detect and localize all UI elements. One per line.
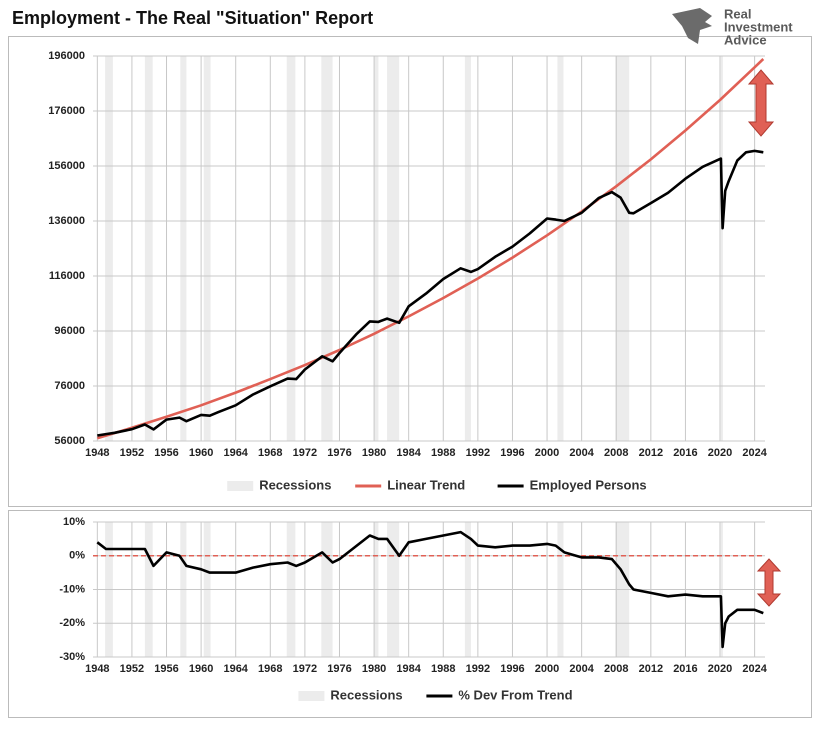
legend-swatch [298,691,325,701]
y-tick-label: -10% [59,583,85,595]
x-tick-label: 1992 [466,663,490,675]
series-line [96,58,765,440]
legend-swatch [227,481,254,491]
legend-label: % Dev From Trend [458,687,572,702]
x-tick-label: 2020 [708,447,732,459]
y-tick-label: 116000 [49,270,85,282]
top-panel-frame [8,36,812,507]
x-tick-label: 2020 [708,663,732,675]
logo-text: Investment [724,19,793,34]
x-tick-label: 2004 [569,447,594,459]
x-tick-label: 2004 [569,663,594,675]
x-tick-label: 1952 [120,663,144,675]
logo-text: Real [724,6,751,21]
x-tick-label: 2012 [639,447,663,459]
y-tick-label: -30% [59,651,85,663]
x-tick-label: 1968 [258,447,282,459]
series-line [96,530,764,649]
legend-label: Linear Trend [387,477,465,492]
x-tick-label: 2024 [742,663,767,675]
x-tick-label: 2000 [535,663,559,675]
x-tick-label: 1992 [466,447,490,459]
x-tick-label: 1980 [362,447,386,459]
x-tick-label: 1984 [396,663,421,675]
gap-arrow [747,69,775,137]
series-line [97,149,764,437]
x-tick-label: 1988 [431,663,455,675]
x-tick-label: 1988 [431,447,455,459]
recession-band [374,56,379,441]
y-tick-label: 156000 [48,160,85,172]
bottom-panel-frame [8,510,812,718]
logo-icon [672,8,712,44]
x-tick-label: 1996 [500,663,524,675]
x-tick-label: 1956 [154,663,178,675]
x-tick-label: 1948 [85,663,109,675]
recession-band [286,56,296,441]
x-tick-label: 2016 [673,447,697,459]
plots: 56000 76000 96000 116000 136000 156000 176000 1… [48,50,767,703]
x-tick-label: 1952 [120,447,144,459]
x-tick-label: 2008 [604,447,628,459]
x-tick-label: 1968 [258,663,282,675]
x-tick-label: 1972 [293,447,317,459]
x-tick-label: 1960 [189,663,213,675]
x-tick-label: 1980 [362,663,386,675]
arrows [747,69,782,607]
recession-band [321,56,333,441]
recession-band [615,56,630,441]
x-tick-label: 1964 [223,447,248,459]
x-tick-label: 1972 [293,663,317,675]
logo-text: Advice [724,32,767,47]
y-tick-label: 96000 [54,325,85,337]
x-tick-label: 1948 [85,447,109,459]
y-tick-label: 56000 [54,435,85,447]
y-tick-label: 10% [63,516,85,528]
recession-band [464,56,471,441]
y-tick-label: 176000 [48,105,85,117]
legend-label: Recessions [259,477,331,492]
recession-band [557,56,564,441]
y-tick-label: 0% [69,550,85,562]
x-tick-label: 1976 [327,447,351,459]
x-tick-label: 1956 [154,447,178,459]
x-tick-label: 1964 [223,663,248,675]
x-tick-label: 2000 [535,447,559,459]
x-tick-label: 1960 [189,447,213,459]
x-tick-label: 2008 [604,663,628,675]
y-tick-label: 196000 [48,50,85,62]
y-tick-label: -20% [59,617,85,629]
x-tick-label: 2024 [742,447,767,459]
legend-label: Recessions [330,687,402,702]
x-tick-label: 1976 [327,663,351,675]
x-tick-label: 2016 [673,663,697,675]
recession-band [720,56,723,441]
recession-band [387,56,400,441]
logo: Real Investment Advice [672,6,793,47]
y-tick-label: 76000 [54,380,85,392]
gap-arrow [756,558,782,607]
recession-band [180,56,187,441]
x-tick-label: 1984 [396,447,421,459]
legend-label: Employed Persons [530,477,647,492]
x-tick-label: 1996 [500,447,524,459]
recession-band [203,56,211,441]
y-tick-label: 136000 [48,215,85,227]
x-tick-label: 2012 [639,663,663,675]
recession-band [144,56,153,441]
chart-title: Employment - The Real "Situation" Report [12,8,373,28]
recession-band [105,56,113,441]
